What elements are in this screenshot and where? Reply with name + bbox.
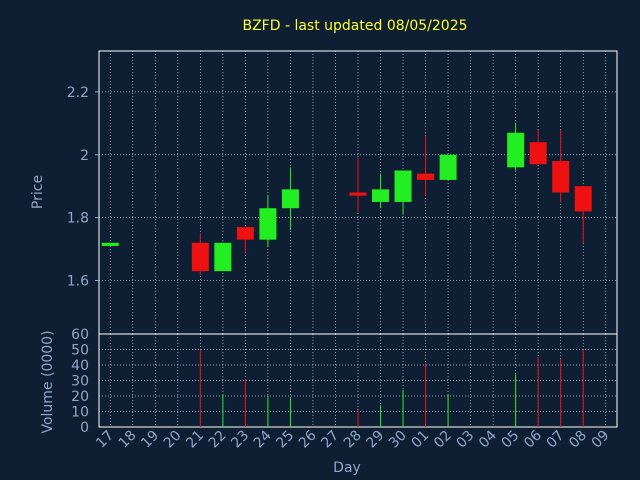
volume-axis-label: Volume (0000): [40, 330, 56, 433]
plot-layer: 1.61.822.2010203040506017181920212223242…: [67, 50, 618, 452]
x-tick-label: 19: [138, 428, 162, 452]
x-axis-label: Day: [333, 460, 361, 476]
price-tick-label: 2.2: [67, 85, 89, 101]
x-tick-label: 25: [273, 428, 297, 452]
candle-body: [349, 192, 367, 196]
x-tick-label: 03: [454, 428, 478, 452]
x-tick-label: 18: [116, 428, 140, 452]
candle-body: [214, 242, 232, 272]
x-tick-label: 27: [318, 428, 342, 452]
x-tick-label: 08: [566, 428, 590, 452]
x-tick-label: 24: [251, 427, 275, 451]
candle-body: [552, 161, 570, 193]
candle-body: [394, 170, 412, 202]
volume-tick-label: 10: [71, 405, 89, 421]
x-tick-label: 04: [476, 427, 500, 451]
x-tick-label: 28: [341, 428, 365, 452]
candle-body: [236, 227, 254, 240]
x-tick-label: 09: [589, 428, 613, 452]
candle-body: [101, 242, 119, 246]
x-tick-label: 20: [161, 428, 185, 452]
x-tick-label: 17: [93, 428, 117, 452]
x-tick-label: 05: [499, 428, 523, 452]
candle-body: [191, 242, 209, 272]
volume-tick-label: 60: [71, 327, 89, 343]
x-tick-label: 21: [183, 428, 207, 452]
price-tick-label: 1.8: [67, 211, 89, 227]
candle-body: [507, 132, 525, 168]
price-tick-label: 2: [80, 148, 89, 164]
candle-body: [417, 173, 435, 180]
price-axis-label: Price: [30, 175, 46, 209]
volume-tick-label: 40: [71, 358, 89, 374]
x-tick-label: 06: [521, 427, 545, 451]
x-tick-label: 23: [228, 428, 252, 452]
x-tick-label: 30: [386, 428, 410, 452]
x-tick-label: 01: [408, 428, 432, 452]
candle-body: [259, 208, 277, 240]
price-tick-label: 1.6: [67, 274, 89, 290]
x-tick-label: 22: [206, 428, 230, 452]
x-tick-label: 07: [544, 428, 568, 452]
candle-body: [372, 189, 390, 202]
x-tick-label: 02: [431, 428, 455, 452]
x-tick-label: 26: [296, 427, 320, 451]
candle-body: [529, 142, 547, 165]
candle-body: [574, 186, 592, 212]
x-tick-label: 29: [363, 428, 387, 452]
candle-body: [439, 154, 457, 180]
volume-tick-label: 20: [71, 389, 89, 405]
candle-body: [281, 189, 299, 209]
chart-title: BZFD - last updated 08/05/2025: [242, 18, 467, 34]
volume-tick-label: 50: [71, 343, 89, 359]
volume-tick-label: 30: [71, 374, 89, 390]
volume-tick-label: 0: [80, 420, 89, 436]
